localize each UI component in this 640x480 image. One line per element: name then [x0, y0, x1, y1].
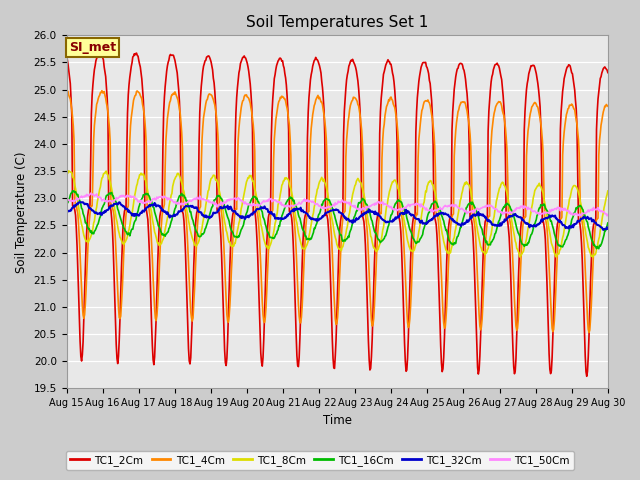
TC1_16Cm: [404, 218, 412, 224]
TC1_8Cm: [604, 188, 612, 194]
Text: SI_met: SI_met: [69, 41, 116, 54]
TC1_32Cm: [420, 221, 428, 227]
TC1_2Cm: [583, 373, 591, 379]
TC1_50Cm: [72, 197, 80, 203]
X-axis label: Time: Time: [323, 414, 351, 427]
Line: TC1_50Cm: TC1_50Cm: [67, 193, 608, 216]
Legend: TC1_2Cm, TC1_4Cm, TC1_8Cm, TC1_16Cm, TC1_32Cm, TC1_50Cm: TC1_2Cm, TC1_4Cm, TC1_8Cm, TC1_16Cm, TC1…: [67, 451, 573, 470]
Title: Soil Temperatures Set 1: Soil Temperatures Set 1: [246, 15, 428, 30]
TC1_16Cm: [184, 202, 191, 207]
Line: TC1_4Cm: TC1_4Cm: [67, 89, 608, 333]
TC1_2Cm: [184, 325, 191, 331]
TC1_8Cm: [404, 238, 412, 243]
Line: TC1_8Cm: TC1_8Cm: [67, 171, 608, 257]
TC1_2Cm: [63, 55, 70, 61]
TC1_50Cm: [404, 203, 412, 209]
TC1_16Cm: [595, 246, 603, 252]
TC1_32Cm: [184, 204, 191, 209]
Line: TC1_32Cm: TC1_32Cm: [67, 202, 608, 230]
TC1_2Cm: [212, 122, 220, 128]
TC1_2Cm: [604, 70, 612, 75]
TC1_50Cm: [87, 190, 95, 196]
TC1_32Cm: [72, 203, 80, 208]
TC1_8Cm: [420, 201, 428, 207]
TC1_50Cm: [604, 212, 612, 217]
TC1_4Cm: [419, 106, 426, 111]
TC1_8Cm: [589, 254, 596, 260]
TC1_4Cm: [63, 86, 70, 92]
TC1_4Cm: [183, 228, 191, 233]
TC1_8Cm: [73, 193, 81, 199]
Line: TC1_2Cm: TC1_2Cm: [67, 52, 608, 376]
TC1_2Cm: [97, 49, 105, 55]
TC1_8Cm: [184, 212, 191, 217]
TC1_32Cm: [212, 210, 220, 216]
TC1_32Cm: [129, 211, 136, 216]
TC1_2Cm: [72, 226, 80, 231]
TC1_4Cm: [212, 107, 220, 112]
Y-axis label: Soil Temperature (C): Soil Temperature (C): [15, 151, 28, 273]
TC1_4Cm: [72, 202, 80, 208]
TC1_50Cm: [420, 204, 428, 210]
TC1_4Cm: [604, 103, 612, 109]
TC1_4Cm: [585, 330, 593, 336]
TC1_16Cm: [63, 204, 70, 210]
TC1_8Cm: [212, 177, 220, 182]
TC1_16Cm: [604, 220, 612, 226]
TC1_8Cm: [129, 206, 136, 212]
TC1_4Cm: [128, 109, 136, 115]
TC1_32Cm: [600, 227, 607, 233]
TC1_2Cm: [404, 355, 412, 361]
TC1_16Cm: [73, 192, 81, 198]
TC1_32Cm: [77, 199, 85, 205]
TC1_16Cm: [212, 195, 220, 201]
TC1_32Cm: [604, 226, 612, 231]
TC1_2Cm: [420, 60, 428, 65]
TC1_8Cm: [65, 168, 72, 174]
TC1_4Cm: [403, 308, 411, 313]
TC1_32Cm: [63, 208, 70, 214]
TC1_50Cm: [63, 196, 70, 202]
TC1_50Cm: [129, 194, 136, 200]
Line: TC1_16Cm: TC1_16Cm: [67, 191, 608, 249]
TC1_50Cm: [184, 199, 191, 205]
TC1_16Cm: [420, 227, 428, 233]
TC1_2Cm: [129, 54, 136, 60]
TC1_50Cm: [212, 202, 220, 207]
TC1_16Cm: [129, 227, 136, 232]
TC1_16Cm: [68, 188, 76, 193]
TC1_32Cm: [404, 208, 412, 214]
TC1_50Cm: [604, 213, 611, 219]
TC1_8Cm: [63, 174, 70, 180]
